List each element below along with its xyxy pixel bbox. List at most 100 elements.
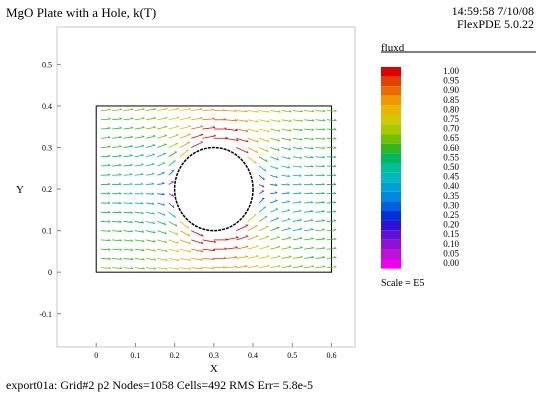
flux-arrow-head bbox=[300, 255, 303, 258]
flux-arrow-head bbox=[140, 192, 144, 195]
legend-level-label: 0.20 bbox=[443, 220, 459, 230]
flux-arrow bbox=[270, 174, 278, 179]
flux-arrow bbox=[145, 239, 156, 243]
flux-arrow bbox=[100, 146, 111, 148]
flux-arrow-head bbox=[334, 265, 337, 268]
flux-arrow-head bbox=[172, 194, 174, 197]
flux-arrow bbox=[191, 134, 204, 139]
flux-arrow-head bbox=[266, 255, 270, 257]
flux-arrow bbox=[258, 236, 269, 241]
legend-level-label: 0.00 bbox=[443, 258, 459, 268]
flux-arrow-head bbox=[289, 119, 292, 122]
flux-arrow-head bbox=[288, 147, 291, 150]
flux-arrow bbox=[270, 246, 281, 250]
flux-arrow bbox=[304, 156, 314, 159]
flux-arrow bbox=[191, 239, 204, 244]
flux-arrow-head bbox=[333, 137, 337, 140]
flux-arrow bbox=[112, 230, 122, 232]
flux-arrow-head bbox=[333, 192, 337, 194]
flux-arrow bbox=[326, 128, 337, 131]
flux-arrow bbox=[145, 163, 155, 167]
flux-arrow-head bbox=[119, 220, 122, 223]
flux-arrow bbox=[315, 238, 325, 241]
flux-arrow bbox=[123, 155, 133, 158]
flux-arrow-head bbox=[288, 255, 292, 258]
flux-arrow bbox=[112, 239, 122, 242]
flux-arrow bbox=[247, 110, 259, 113]
flux-arrow-head bbox=[311, 146, 314, 149]
flux-arrow bbox=[112, 257, 122, 260]
flux-arrow-head bbox=[311, 119, 315, 122]
flux-arrow-head bbox=[300, 119, 303, 122]
y-tick-label: 0.1 bbox=[42, 227, 52, 236]
flux-arrow bbox=[270, 227, 280, 232]
flux-arrow-head bbox=[176, 241, 179, 244]
flux-arrow bbox=[258, 137, 269, 143]
flux-arrow bbox=[304, 110, 314, 113]
flux-arrow bbox=[236, 137, 249, 143]
flux-arrow-head bbox=[188, 258, 192, 261]
flux-arrow-head bbox=[234, 265, 237, 268]
flux-arrow-head bbox=[153, 116, 157, 119]
flux-arrow-head bbox=[141, 221, 144, 224]
flux-arrow-head bbox=[163, 222, 167, 225]
flux-arrow bbox=[157, 117, 168, 121]
flux-arrow-head bbox=[108, 266, 111, 269]
flux-arrow bbox=[179, 141, 191, 148]
flux-arrow bbox=[292, 247, 303, 250]
flux-arrow-head bbox=[119, 145, 122, 147]
flux-arrow-head bbox=[333, 228, 337, 231]
flux-arrow bbox=[247, 119, 259, 123]
flux-arrow-head bbox=[188, 241, 191, 244]
flux-arrow-head bbox=[287, 200, 290, 202]
flux-arrow bbox=[191, 267, 203, 270]
flux-arrow-head bbox=[277, 138, 281, 142]
flux-arrow-head bbox=[188, 116, 191, 118]
flux-arrow bbox=[146, 202, 155, 205]
flux-arrow-head bbox=[213, 240, 217, 243]
flux-arrow bbox=[157, 144, 167, 148]
flux-arrow-head bbox=[107, 173, 111, 176]
flux-arrow bbox=[292, 237, 303, 241]
flux-arrow bbox=[123, 145, 133, 148]
legend-level-label: 0.70 bbox=[443, 124, 459, 134]
flux-arrow-head bbox=[171, 170, 175, 172]
flux-arrow-head bbox=[119, 266, 123, 269]
flux-arrow-head bbox=[142, 107, 145, 110]
flux-arrow bbox=[225, 110, 237, 112]
flux-arrow-head bbox=[188, 249, 191, 253]
flux-arrow-head bbox=[151, 202, 155, 205]
flux-arrow-head bbox=[334, 109, 337, 112]
flux-arrow bbox=[191, 248, 203, 253]
flux-arrow bbox=[304, 266, 314, 269]
flux-arrow bbox=[326, 119, 337, 121]
flux-arrow bbox=[292, 219, 302, 222]
flux-arrow bbox=[100, 127, 111, 130]
legend-level-label: 0.35 bbox=[443, 191, 459, 201]
flux-arrow bbox=[123, 127, 134, 130]
flux-arrow-head bbox=[211, 108, 215, 111]
flux-arrow bbox=[123, 257, 134, 260]
flux-arrow-head bbox=[140, 163, 144, 166]
flux-arrow bbox=[270, 128, 281, 132]
flux-arrow-head bbox=[267, 129, 270, 132]
flux-arrow-head bbox=[153, 230, 156, 234]
flux-arrow bbox=[281, 192, 290, 195]
flux-arrow-head bbox=[107, 136, 111, 138]
flux-arrow-head bbox=[119, 248, 122, 251]
flux-arrow-head bbox=[118, 154, 122, 157]
flux-arrow bbox=[123, 221, 133, 223]
flux-arrow bbox=[281, 256, 292, 259]
flux-arrow bbox=[315, 220, 325, 222]
flux-arrow-head bbox=[310, 200, 314, 203]
flux-arrow bbox=[112, 248, 122, 251]
flux-arrow bbox=[247, 225, 258, 232]
flux-arrow bbox=[247, 235, 259, 241]
flux-arrow bbox=[112, 221, 122, 223]
flux-arrow bbox=[270, 256, 281, 259]
flux-arrow bbox=[281, 246, 292, 250]
flux-arrow-head bbox=[176, 232, 179, 236]
flux-arrow-head bbox=[265, 159, 268, 162]
flux-arrow bbox=[281, 147, 291, 151]
flux-arrow-head bbox=[310, 218, 314, 221]
